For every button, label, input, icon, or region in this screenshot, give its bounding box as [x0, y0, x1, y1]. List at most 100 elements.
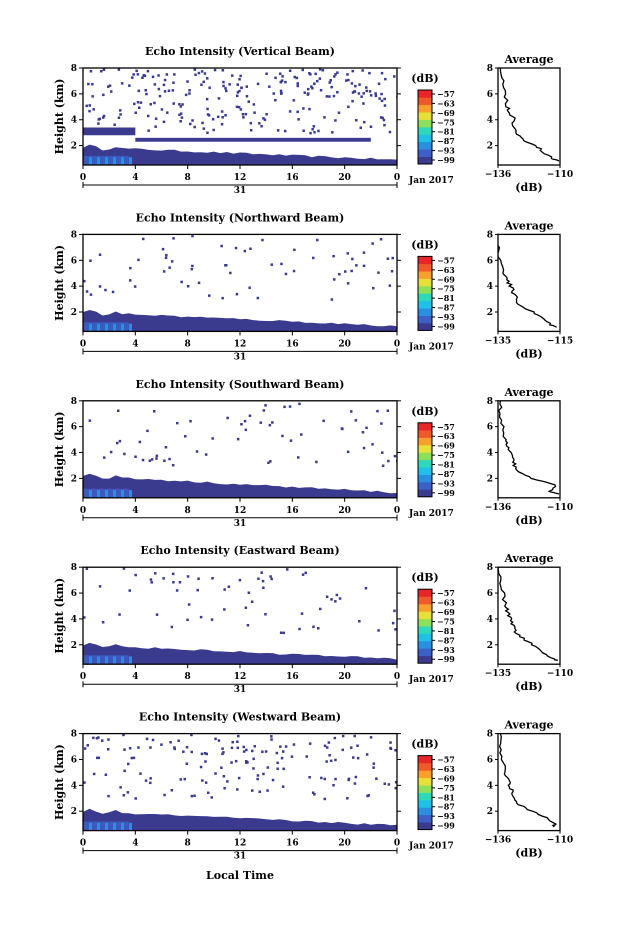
speckle-echo — [224, 87, 227, 90]
speckle-echo — [195, 450, 199, 453]
profile-x-tick-label: −110 — [547, 170, 573, 180]
speckle-echo — [234, 246, 238, 250]
speckle-echo — [235, 105, 239, 109]
colorbar-tick-label: −87 — [437, 635, 455, 645]
y-tick-label: 4 — [71, 282, 77, 292]
speckle-echo — [345, 79, 348, 82]
speckle-echo — [83, 747, 87, 750]
speckle-echo — [91, 95, 94, 98]
speckle-echo — [319, 89, 323, 92]
speckle-echo — [188, 92, 191, 95]
speckle-echo — [368, 71, 371, 75]
speckle-echo — [123, 452, 126, 456]
colorbar-tick-label: −57 — [437, 255, 455, 265]
speckle-echo — [386, 257, 390, 260]
x-tick-label: 0 — [394, 506, 400, 516]
speckle-echo — [383, 782, 386, 785]
speckle-echo — [102, 93, 105, 97]
speckle-echo — [332, 784, 335, 787]
strong-echo-streak — [121, 656, 124, 665]
speckle-echo — [172, 102, 175, 105]
colorbar-tick-label: −63 — [437, 598, 455, 608]
x-tick-label: 0 — [80, 839, 86, 849]
speckle-echo — [280, 91, 283, 95]
strong-echo-streak — [105, 323, 108, 332]
day-label: 31 — [234, 685, 247, 695]
speckle-echo — [262, 586, 265, 589]
profile-x-tick-label: −135 — [485, 336, 511, 346]
speckle-echo — [83, 279, 86, 283]
speckle-echo — [268, 423, 272, 427]
speckle-echo — [332, 254, 335, 258]
profile-x-tick-label: −136 — [485, 170, 511, 180]
speckle-echo — [207, 791, 210, 794]
profile-title: Average — [503, 719, 553, 732]
colorbar-unit: (dB) — [411, 738, 438, 751]
profile-title: Average — [503, 552, 553, 565]
speckle-echo — [346, 450, 350, 454]
speckle-echo — [194, 73, 197, 76]
speckle-echo — [251, 789, 254, 792]
speckle-echo — [128, 589, 131, 592]
profile-xlabel: (dB) — [515, 514, 542, 527]
speckle-echo — [354, 419, 358, 422]
profile-y-tick-label: 8 — [487, 230, 493, 240]
speckle-echo — [191, 234, 194, 238]
speckle-echo — [97, 122, 100, 125]
speckle-echo — [214, 772, 217, 775]
speckle-echo — [330, 298, 334, 301]
speckle-echo — [123, 769, 126, 773]
speckle-echo — [97, 736, 100, 739]
speckle-echo — [253, 111, 256, 114]
speckle-echo — [149, 777, 152, 780]
colorbar-frame — [417, 422, 433, 498]
speckle-echo — [297, 456, 300, 459]
strong-echo-streak — [89, 822, 92, 831]
profile-title: Average — [503, 386, 553, 399]
colorbar-swatch — [418, 293, 432, 302]
speckle-echo — [332, 94, 336, 98]
colorbar-swatch — [418, 633, 432, 642]
speckle-echo — [89, 70, 93, 73]
x-tick-label: 4 — [132, 672, 138, 682]
speckle-echo — [292, 269, 296, 273]
colorbar-tick-label: −57 — [437, 755, 455, 765]
speckle-echo — [108, 84, 112, 87]
speckle-echo — [307, 87, 310, 91]
speckle-echo — [148, 459, 152, 462]
speckle-echo — [372, 766, 375, 769]
strong-echo-streak — [97, 490, 100, 498]
speckle-echo — [155, 457, 158, 460]
speckle-echo — [356, 744, 359, 747]
x-tick-label: 16 — [286, 506, 299, 516]
speckle-echo — [163, 78, 167, 82]
speckle-echo — [87, 82, 90, 86]
strong-echo-streak — [129, 157, 132, 165]
speckle-echo — [249, 247, 252, 250]
speckle-echo — [166, 111, 169, 114]
profile-y-tick-label: 2 — [487, 807, 493, 817]
speckle-echo — [147, 129, 150, 132]
panel-5: Echo Intensity (Westward Beam) Height (km… — [53, 711, 573, 862]
speckle-echo — [261, 238, 264, 242]
speckle-echo — [360, 95, 363, 98]
speckle-echo — [169, 741, 172, 744]
speckle-echo — [274, 99, 277, 102]
speckle-echo — [98, 253, 102, 256]
strong-echo-streak — [89, 656, 92, 665]
speckle-echo — [276, 761, 279, 765]
speckle-echo — [313, 82, 316, 85]
speckle-echo — [129, 266, 132, 270]
colorbar-swatch — [418, 467, 432, 475]
strong-echo-streak — [129, 656, 132, 665]
profile-y-tick-label: 8 — [487, 397, 493, 407]
speckle-echo — [182, 750, 185, 753]
echo-field — [83, 733, 397, 831]
speckle-echo — [355, 119, 358, 122]
speckle-echo — [350, 269, 353, 273]
colorbar-tick-label: −99 — [437, 155, 455, 165]
speckle-echo — [85, 104, 88, 108]
speckle-echo — [98, 285, 102, 288]
speckle-echo — [201, 121, 204, 125]
speckle-echo — [153, 83, 157, 86]
